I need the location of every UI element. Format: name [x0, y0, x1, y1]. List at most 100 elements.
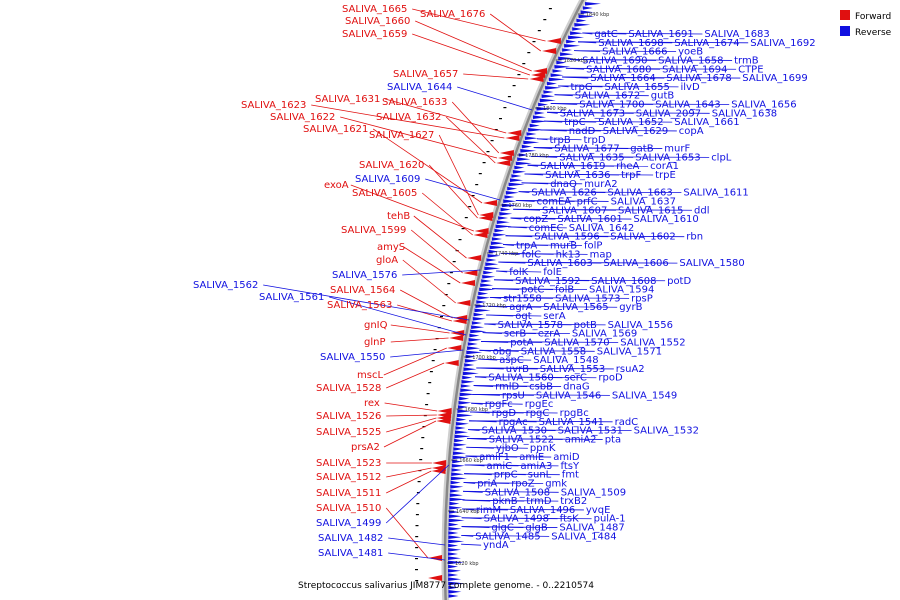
reverse-leader-line: [498, 261, 678, 264]
forward-leader-line: [385, 507, 429, 559]
reverse-gene: [448, 539, 465, 544]
tick-label: 1680 kbp: [465, 407, 489, 413]
reverse-gene-label: SALIVA_1576: [332, 270, 397, 281]
reverse-gene: [448, 548, 462, 552]
reverse-gene: [504, 195, 515, 199]
forward-leader-line: [400, 289, 453, 319]
reverse-gene-label: copZ: [523, 214, 548, 225]
reverse-leader-line: [388, 552, 446, 561]
reverse-leader-line: [500, 252, 588, 255]
track-mark: [417, 481, 421, 483]
forward-gene-label: SALIVA_1599: [341, 225, 406, 236]
reverse-gene: [448, 514, 462, 518]
reverse-gene-label: SALIVA_1663: [607, 188, 672, 199]
forward-gene-label: rex: [364, 398, 380, 409]
reverse-gene: [448, 569, 461, 573]
reverse-gene-label: serC: [564, 373, 586, 384]
reverse-gene: [572, 27, 583, 31]
track-mark: [522, 63, 526, 65]
forward-leader-line: [412, 8, 546, 42]
forward-leader-line: [412, 33, 531, 76]
forward-gene-label: SALIVA_1511: [316, 488, 381, 499]
track-mark: [543, 19, 547, 21]
reverse-gene: [448, 527, 462, 531]
reverse-gene-label: SALIVA_1482: [318, 533, 383, 544]
forward-leader-line: [451, 101, 500, 154]
forward-leader-line: [413, 215, 467, 259]
reverse-gene-label: folK: [509, 267, 528, 278]
reverse-gene: [457, 409, 471, 413]
tick-label: 1700 kbp: [472, 355, 496, 361]
reverse-gene-label: SALIVA_1699: [742, 73, 807, 84]
forward-leader-line: [445, 116, 496, 164]
leader-lines: [263, 8, 749, 561]
reverse-gene-label: glgB: [525, 523, 547, 534]
reverse-gene-label: murA2: [584, 179, 617, 190]
forward-gene: [432, 460, 447, 466]
reverse-gene: [531, 119, 548, 124]
forward-gene: [463, 270, 478, 276]
forward-gene: [478, 215, 493, 221]
reverse-gene: [471, 325, 485, 329]
reverse-gene-label: SALIVA_1601: [557, 214, 622, 225]
track-mark: [442, 305, 446, 307]
reverse-gene: [517, 157, 531, 161]
reverse-gene: [470, 329, 487, 334]
reverse-gene: [546, 81, 557, 86]
reverse-gene-label: SALIVA_1487: [559, 523, 624, 534]
reverse-gene: [450, 476, 467, 481]
reverse-gene: [578, 14, 595, 19]
reverse-leader-line: [543, 120, 673, 123]
reverse-leader-line: [530, 155, 710, 158]
reverse-leader-line: [484, 323, 606, 326]
reverse-leader-line: [550, 103, 730, 105]
reverse-gene-label: amiA2: [565, 434, 597, 445]
track-mark: [468, 206, 472, 208]
forward-gene: [456, 300, 471, 306]
reverse-gene: [448, 518, 465, 523]
reverse-gene: [453, 447, 464, 451]
reverse-gene: [489, 245, 506, 250]
reverse-leader-line: [461, 517, 592, 520]
reverse-leader-line: [457, 86, 533, 111]
forward-leader-line: [383, 347, 447, 376]
track-mark: [517, 74, 521, 76]
legend: Forward Reverse: [840, 10, 892, 38]
reverse-gene-label: SALIVA_1484: [551, 531, 616, 542]
reverse-gene: [499, 212, 513, 216]
track-mark: [512, 85, 516, 87]
reverse-leader-line: [464, 464, 559, 467]
reverse-gene: [505, 191, 519, 195]
reverse-gene-label: trxB2: [560, 496, 587, 507]
reverse-leader-line: [466, 446, 528, 449]
forward-gene: [461, 280, 475, 286]
reverse-gene-label: pknB: [492, 496, 517, 507]
reverse-gene-label: rpgFc: [485, 399, 513, 410]
tick-label: 1760 kbp: [509, 203, 533, 209]
reverse-gene-label: SALIVA_1607: [542, 205, 607, 216]
reverse-gene: [541, 94, 555, 98]
reverse-gene-label: murB: [550, 241, 577, 252]
feature-layer: [415, 0, 601, 600]
reverse-gene-label: clpL: [711, 152, 732, 163]
reverse-gene: [560, 52, 574, 56]
reverse-gene: [460, 384, 471, 388]
track-mark: [478, 173, 482, 175]
track-mark: [447, 283, 451, 285]
reverse-gene: [448, 590, 462, 594]
forward-gene: [496, 160, 511, 166]
forward-leader-line: [384, 402, 438, 412]
track-mark: [421, 437, 425, 439]
reverse-gene: [463, 367, 477, 371]
reverse-gene-label: aspC: [499, 355, 524, 366]
reverse-gene-label: SALIVA_1626: [531, 188, 596, 199]
reverse-gene: [453, 443, 467, 447]
track-mark: [415, 569, 418, 571]
forward-leader-line: [403, 246, 461, 284]
reverse-gene: [526, 132, 537, 136]
forward-gene-label: SALIVA_1627: [369, 130, 434, 141]
reverse-gene: [455, 422, 469, 426]
track-mark: [527, 52, 531, 54]
forward-leader-line: [402, 259, 456, 304]
reverse-gene-label: SALIVA_1644: [387, 82, 452, 93]
